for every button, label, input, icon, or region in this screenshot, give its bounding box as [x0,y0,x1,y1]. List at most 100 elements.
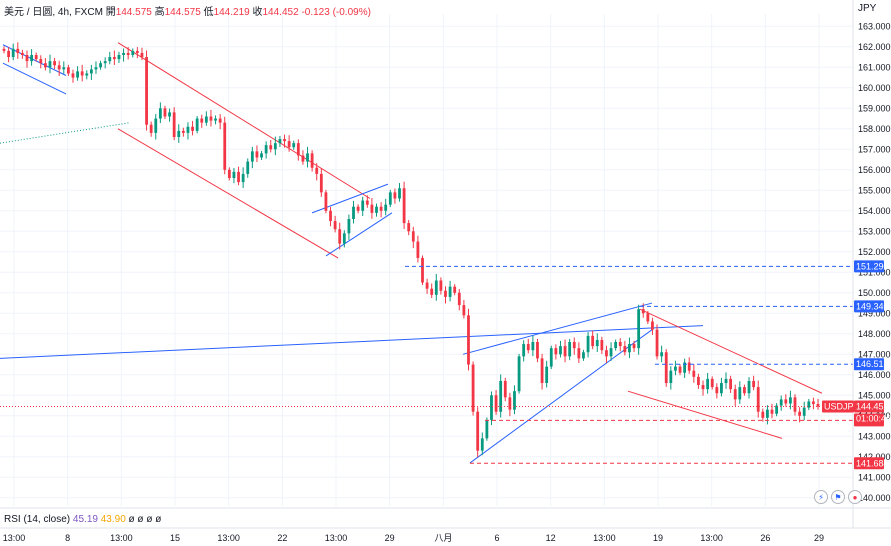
time-tick-label: 22 [277,533,287,543]
candle-body [200,118,204,123]
lightning-icon[interactable]: ⚡ [814,490,828,504]
candle-body [766,409,769,418]
candle-body [586,335,590,353]
record-icon[interactable]: ● [848,490,862,504]
candle-body [301,155,305,162]
price-tick-label: 160.000 [858,83,891,93]
price-tick-label: 161.000 [858,62,891,72]
candle-body [177,130,181,137]
candle-body [747,380,751,394]
candle-body [103,61,107,64]
price-axis: 163.000 162.000 161.000 160.000 159.000 158.0… [0,0,891,529]
time-tick-label: 13:00 [110,533,133,543]
candle-body [462,305,466,316]
candle-body [20,52,24,55]
candle-body [398,188,401,199]
price-tick-label: 149.000 [858,308,891,318]
candle-body [241,173,245,183]
candle-body [186,126,190,133]
candle-body [250,151,254,162]
rsi-ma-value: 43.90 [100,514,126,525]
candle-body [145,57,148,125]
candle-body [43,63,47,68]
price-tick-label: 150.000 [858,288,891,298]
candle-body [264,145,268,154]
candle-body [283,139,286,142]
candle-body [513,391,516,410]
candle-body [572,342,576,349]
candle-body [361,200,365,211]
candle-body [158,108,162,119]
countdown-box [854,413,884,425]
candle-body [30,55,33,62]
candle-body [720,383,723,394]
price-tick-label: 154.000 [858,206,891,216]
candle-body [223,122,227,170]
flag-icon[interactable]: ⚑ [831,490,845,504]
low-label: 低 [203,7,214,18]
high-label: 高 [154,7,165,18]
candle-body [660,352,664,357]
candle-body [163,108,167,117]
candle-body [62,67,66,70]
candle-body [227,169,231,178]
candle-body [39,59,43,64]
time-tick-label: 29 [385,533,395,543]
candle-body [480,438,484,451]
candle-body [296,143,300,156]
candle-body [568,342,572,357]
price-tick-label: 142.000 [858,452,891,462]
red-channel-line [639,308,823,394]
candle-body [195,118,199,131]
candle-body [715,387,719,394]
candle-body [669,370,673,383]
candle-body [306,153,309,162]
price-tick-label: 157.000 [858,144,891,154]
candle-body [310,153,314,168]
price-level-lines [0,265,853,464]
candle-body [789,397,792,404]
candle-body [798,411,802,416]
candle-body [140,52,144,58]
candle-body [246,161,250,174]
price-tick-label: 153.000 [858,226,891,236]
candle-body [34,55,38,60]
candle-body [655,329,659,357]
close-label: 收 [252,7,263,18]
price-tag-box [854,300,884,313]
candle-body [536,342,539,359]
candle-body [53,61,56,66]
candle-body [370,204,374,213]
candle-body [687,362,691,371]
candle-body [802,407,806,416]
candle-body [131,50,135,55]
candle-body [770,409,774,414]
candle-body [517,356,521,392]
price-tick-label: 143.000 [858,431,891,441]
price-tick-label: 145.000 [858,390,891,400]
candle-body [485,419,489,439]
candle-body [407,223,411,232]
candle-body [2,48,6,51]
candle-body [16,48,20,53]
price-tag-box [854,358,884,371]
price-tag-label: 144.452 [856,402,889,412]
candle-body [430,288,434,295]
candle-body [278,139,282,144]
candle-body [816,404,820,407]
candle-body [554,348,558,355]
candle-body [168,112,171,117]
candle-body [319,173,323,193]
candle-body [812,401,815,405]
candle-body [439,280,443,291]
time-tick-label: 12 [546,533,556,543]
candle-body [89,69,93,74]
candle-body [756,387,760,412]
time-tick-label: 13:00 [3,533,26,543]
open-value: 144.575 [115,7,152,18]
change-value: -0.123 (-0.09%) [301,7,371,18]
time-tick-label: 13:00 [217,533,240,543]
candle-body [25,55,29,62]
time-axis: 13:00 8 13:00 15 13:00 22 13:00 29 八月 6 12 13:00 19 1… [3,533,824,543]
